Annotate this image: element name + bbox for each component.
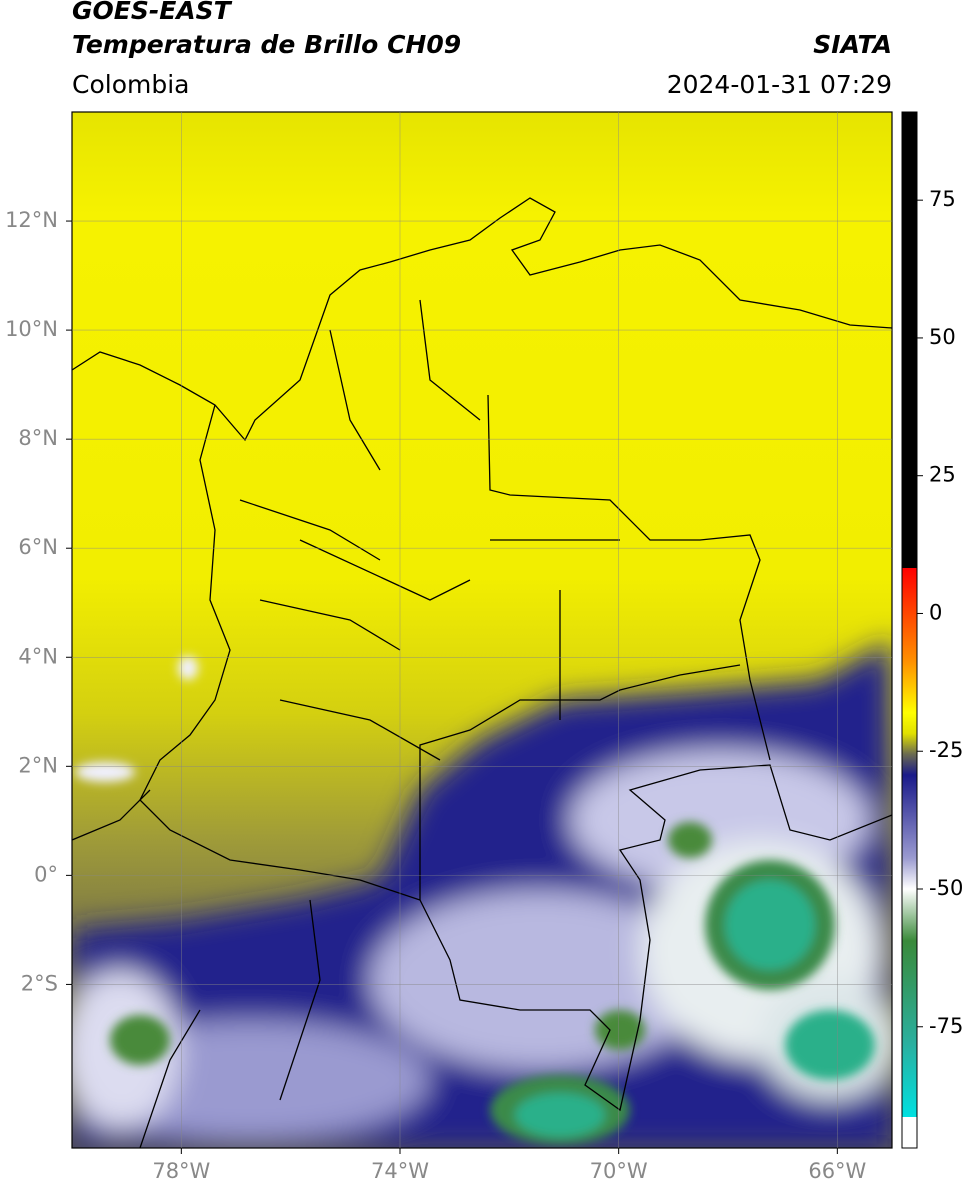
y-tick-label: 0° — [34, 862, 58, 886]
colorbar-tick-label: 75 — [929, 187, 956, 211]
colorbar-tick-label: 0 — [929, 600, 942, 624]
x-tick-label: 78°W — [152, 1159, 210, 1183]
colorbar — [901, 111, 918, 1149]
satellite-title: GOES-EAST — [72, 0, 231, 25]
satellite-image — [72, 112, 892, 1148]
colorbar-tick-label: -50 — [929, 876, 963, 900]
x-tick-label: 66°W — [808, 1159, 866, 1183]
colorbar-tick-label: -25 — [929, 738, 963, 762]
y-tick-label: 2°N — [18, 753, 58, 777]
y-tick-label: 2°S — [21, 971, 58, 995]
colorbar-tick-label: 25 — [929, 463, 956, 487]
colorbar-tick-label: -75 — [929, 1014, 963, 1038]
region-label: Colombia — [72, 70, 190, 99]
y-tick-label: 4°N — [18, 644, 58, 668]
y-tick-label: 12°N — [5, 208, 58, 232]
product-title: Temperatura de Brillo CH09 — [72, 30, 462, 59]
x-tick-label: 70°W — [590, 1159, 648, 1183]
colorbar-tick-label: 50 — [929, 325, 956, 349]
y-tick-label: 6°N — [18, 535, 58, 559]
x-tick-label: 74°W — [371, 1159, 429, 1183]
y-tick-label: 10°N — [5, 317, 58, 341]
map-frame — [71, 111, 893, 1149]
y-tick-label: 8°N — [18, 426, 58, 450]
datetime-label: 2024-01-31 07:29 — [666, 70, 892, 99]
source-label: SIATA — [813, 30, 892, 59]
